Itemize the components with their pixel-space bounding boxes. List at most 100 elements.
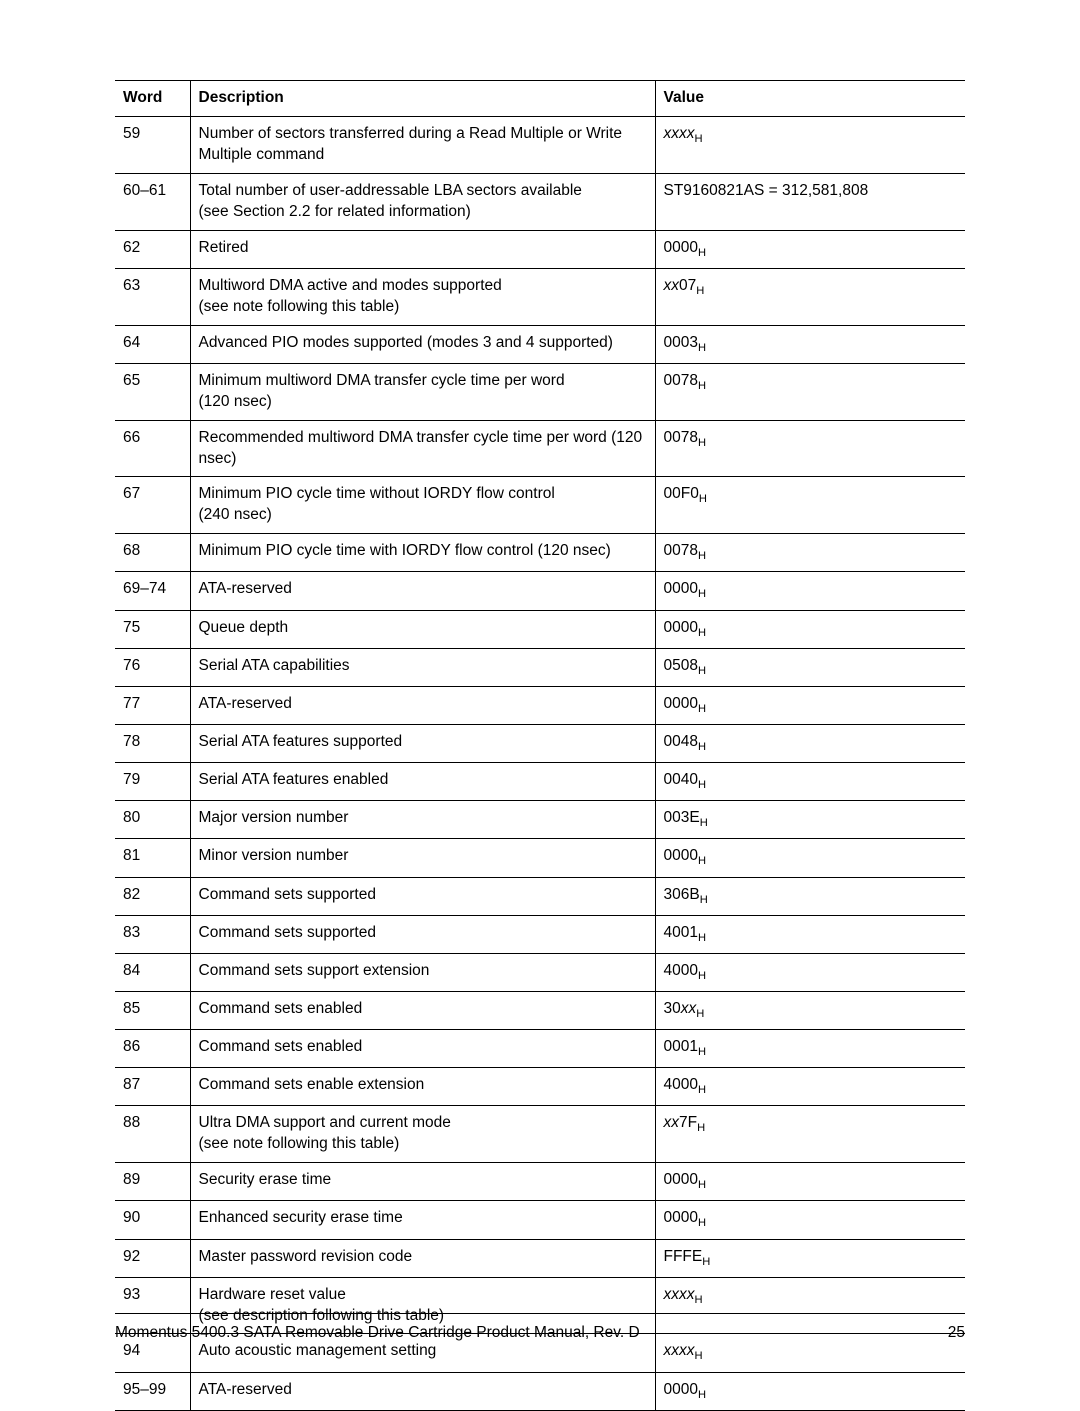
description-text: ATA-reserved bbox=[199, 580, 292, 597]
value-text: 0508 bbox=[664, 657, 698, 674]
cell-value: 0000H bbox=[655, 230, 965, 268]
cell-value: 30xxH bbox=[655, 991, 965, 1029]
table-row: 62Retired0000H bbox=[115, 230, 965, 268]
value-text: 07 bbox=[679, 277, 696, 294]
value-subscript: H bbox=[698, 741, 706, 753]
cell-word: 85 bbox=[115, 991, 190, 1029]
description-text: Minor version number bbox=[199, 847, 349, 864]
cell-value: 0078H bbox=[655, 363, 965, 420]
description-text: Minimum PIO cycle time with IORDY flow c… bbox=[199, 542, 611, 559]
cell-value: xx7FH bbox=[655, 1106, 965, 1163]
cell-description: Recommended multiword DMA transfer cycle… bbox=[190, 420, 655, 477]
description-text: Serial ATA capabilities bbox=[199, 657, 350, 674]
cell-description: Retired bbox=[190, 230, 655, 268]
value-text: 00F0 bbox=[664, 485, 699, 502]
cell-word: 86 bbox=[115, 1030, 190, 1068]
footer-title: Momentus 5400.3 SATA Removable Drive Car… bbox=[115, 1324, 640, 1342]
value-text: 306B bbox=[664, 886, 700, 903]
description-text: Auto acoustic management setting bbox=[199, 1342, 437, 1359]
col-header-word: Word bbox=[115, 81, 190, 117]
cell-word: 59 bbox=[115, 116, 190, 173]
cell-value: 003EH bbox=[655, 801, 965, 839]
value-variable: xxxx bbox=[664, 1286, 695, 1303]
cell-description: Minimum PIO cycle time with IORDY flow c… bbox=[190, 534, 655, 572]
cell-value: 0001H bbox=[655, 1030, 965, 1068]
description-text: ATA-reserved bbox=[199, 1381, 292, 1398]
value-text: 0078 bbox=[664, 372, 698, 389]
value-subscript: H bbox=[695, 1294, 703, 1306]
table-row: 75Queue depth0000H bbox=[115, 610, 965, 648]
cell-value: 4000H bbox=[655, 1068, 965, 1106]
value-subscript: H bbox=[698, 589, 706, 601]
description-text: Security erase time bbox=[199, 1171, 332, 1188]
value-text: 0000 bbox=[664, 580, 698, 597]
page: Word Description Value 59Number of secto… bbox=[0, 0, 1080, 1397]
table-row: 67Minimum PIO cycle time without IORDY f… bbox=[115, 477, 965, 534]
cell-word: 79 bbox=[115, 763, 190, 801]
cell-description: Advanced PIO modes supported (modes 3 an… bbox=[190, 325, 655, 363]
cell-value: ST9160821AS = 312,581,808 bbox=[655, 173, 965, 230]
table-row: 95–99ATA-reserved0000H bbox=[115, 1372, 965, 1410]
value-variable: xx bbox=[664, 1114, 680, 1131]
value-variable: xxxx bbox=[664, 125, 695, 142]
cell-description: ATA-reserved bbox=[190, 686, 655, 724]
value-subscript: H bbox=[696, 285, 704, 297]
table-row: 83 Command sets supported 4001H bbox=[115, 915, 965, 953]
value-subscript: H bbox=[700, 894, 708, 906]
cell-value: 0000H bbox=[655, 610, 965, 648]
cell-word: 90 bbox=[115, 1201, 190, 1239]
value-subscript: H bbox=[698, 1179, 706, 1191]
description-text: Command sets enable extension bbox=[199, 1076, 425, 1093]
value-subscript: H bbox=[698, 932, 706, 944]
table-row: 90Enhanced security erase time0000H bbox=[115, 1201, 965, 1239]
cell-description: ATA-reserved bbox=[190, 1372, 655, 1410]
identify-data-table: Word Description Value 59Number of secto… bbox=[115, 80, 965, 1411]
cell-word: 92 bbox=[115, 1239, 190, 1277]
value-subscript: H bbox=[698, 970, 706, 982]
description-note: (120 nsec) bbox=[199, 392, 647, 413]
description-text: Command sets support extension bbox=[199, 962, 430, 979]
cell-value: 0078H bbox=[655, 534, 965, 572]
description-text: Number of sectors transferred during a R… bbox=[199, 125, 623, 163]
value-subscript: H bbox=[695, 133, 703, 145]
value-text: 0001 bbox=[664, 1038, 698, 1055]
value-subscript: H bbox=[698, 855, 706, 867]
cell-description: Command sets enabled bbox=[190, 1030, 655, 1068]
cell-value: FFFEH bbox=[655, 1239, 965, 1277]
cell-word: 83 bbox=[115, 915, 190, 953]
table-row: 76Serial ATA capabilities0508H bbox=[115, 648, 965, 686]
table-row: 77ATA-reserved0000H bbox=[115, 686, 965, 724]
description-text: Total number of user-addressable LBA sec… bbox=[199, 182, 582, 199]
cell-value: 4001H bbox=[655, 915, 965, 953]
cell-description: Command sets support extension bbox=[190, 953, 655, 991]
value-text: 0000 bbox=[664, 239, 698, 256]
description-text: Multiword DMA active and modes supported bbox=[199, 277, 502, 294]
value-text: 0000 bbox=[664, 619, 698, 636]
table-row: 65Minimum multiword DMA transfer cycle t… bbox=[115, 363, 965, 420]
table-row: 80Major version number003EH bbox=[115, 801, 965, 839]
cell-value: 0508H bbox=[655, 648, 965, 686]
cell-description: Command sets enabled bbox=[190, 991, 655, 1029]
table-row: 78Serial ATA features supported0048H bbox=[115, 724, 965, 762]
cell-description: Serial ATA features enabled bbox=[190, 763, 655, 801]
description-text: Command sets supported bbox=[199, 924, 376, 941]
cell-value: 0040H bbox=[655, 763, 965, 801]
cell-description: Ultra DMA support and current mode(see n… bbox=[190, 1106, 655, 1163]
value-variable: xx bbox=[664, 277, 680, 294]
table-row: 68Minimum PIO cycle time with IORDY flow… bbox=[115, 534, 965, 572]
cell-description: Minor version number bbox=[190, 839, 655, 877]
value-variable: xxxx bbox=[664, 1342, 695, 1359]
cell-description: Command sets enable extension bbox=[190, 1068, 655, 1106]
cell-word: 60–61 bbox=[115, 173, 190, 230]
value-subscript: H bbox=[702, 1256, 710, 1268]
cell-description: Command sets supported bbox=[190, 877, 655, 915]
table-row: 63Multiword DMA active and modes support… bbox=[115, 268, 965, 325]
cell-word: 69–74 bbox=[115, 572, 190, 610]
table-row: 87Command sets enable extension4000H bbox=[115, 1068, 965, 1106]
table-row: 81Minor version number0000H bbox=[115, 839, 965, 877]
cell-word: 80 bbox=[115, 801, 190, 839]
value-subscript: H bbox=[698, 1389, 706, 1401]
cell-description: Serial ATA features supported bbox=[190, 724, 655, 762]
value-subscript: H bbox=[698, 1046, 706, 1058]
table-row: 85Command sets enabled30xxH bbox=[115, 991, 965, 1029]
